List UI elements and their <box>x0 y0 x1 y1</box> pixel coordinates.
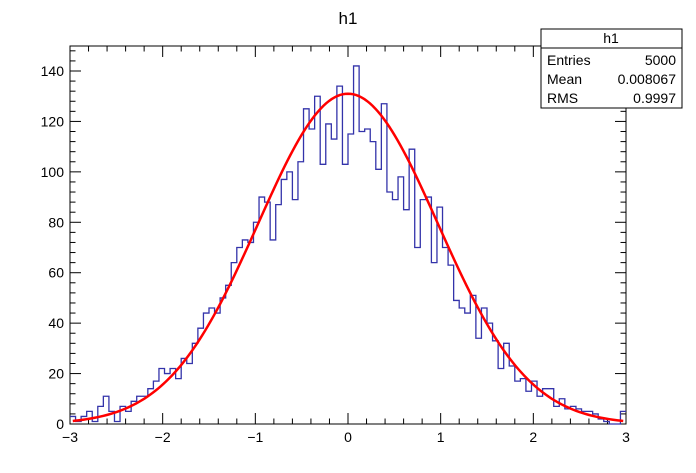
axes: −3 −2 −1 0 1 2 3 0 20 40 60 80 100 120 140 <box>41 46 630 445</box>
y-tick-label: 0 <box>56 416 64 432</box>
y-tick-label: 80 <box>48 214 64 230</box>
y-tick-label: 20 <box>48 366 64 382</box>
x-tick-label: 2 <box>529 429 537 445</box>
gaussian-fit-curve <box>72 92 624 423</box>
stats-box: h1 Entries 5000 Mean 0.008067 RMS 0.9997 <box>540 28 683 109</box>
stats-mean-value: 0.008067 <box>618 71 677 87</box>
x-tick-label: −3 <box>62 429 78 445</box>
y-tick-label: 100 <box>41 164 65 180</box>
stats-rms-label: RMS <box>547 90 578 106</box>
y-tick-label: 140 <box>41 63 65 79</box>
y-tick-label: 120 <box>41 113 65 129</box>
y-tick-label: 60 <box>48 265 64 281</box>
histogram-line <box>70 65 626 425</box>
x-tick-label: −1 <box>247 429 263 445</box>
x-tick-label: −2 <box>155 429 171 445</box>
chart-title: h1 <box>339 9 358 28</box>
x-tick-label: 1 <box>437 429 445 445</box>
stats-entries-label: Entries <box>547 52 591 68</box>
x-tick-label: 0 <box>344 429 352 445</box>
stats-mean-label: Mean <box>547 71 582 87</box>
stats-entries-value: 5000 <box>645 52 676 68</box>
x-tick-label: 3 <box>622 429 630 445</box>
stats-title: h1 <box>603 30 619 46</box>
y-tick-label: 40 <box>48 315 64 331</box>
stats-rms-value: 0.9997 <box>633 90 676 106</box>
